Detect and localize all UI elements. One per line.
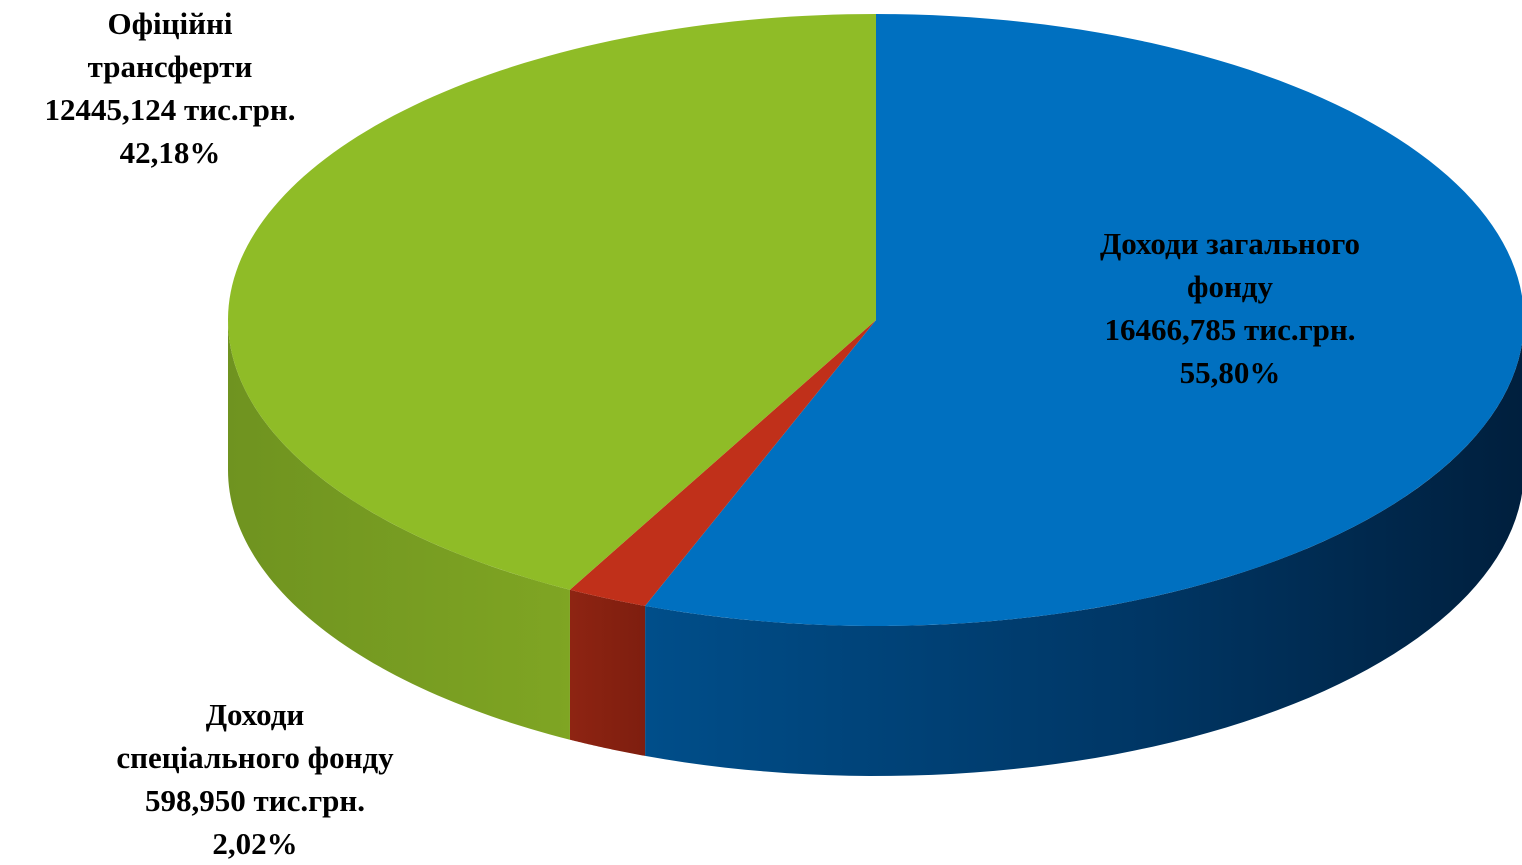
data-label-value: 598,950 тис.грн.	[144, 783, 366, 818]
data-label-line: Доходи	[205, 697, 305, 732]
data-label-line: Офіційні	[107, 6, 233, 41]
slice-special-fund	[569, 320, 876, 606]
data-label-percent: 55,80%	[1179, 355, 1281, 390]
data-label-percent: 2,02%	[212, 826, 298, 861]
slice-general-fund-side	[645, 343, 1522, 776]
data-label-value: 12445,124 тис.грн.	[44, 92, 296, 127]
slice-official-transfers	[228, 14, 876, 590]
slice-official-transfers-side	[228, 320, 570, 740]
data-label-percent: 42,18%	[119, 135, 221, 170]
data-label-general-fund: Доходи загального фонду 16466,785 тис.гр…	[1060, 222, 1400, 394]
data-label-special-fund: Доходи спеціального фонду 598,950 тис.гр…	[40, 693, 470, 865]
slice-special-fund-side	[569, 589, 646, 756]
data-label-line: фонду	[1187, 269, 1273, 304]
data-label-line: спеціального фонду	[116, 740, 394, 775]
slice-general-fund	[645, 14, 1522, 626]
data-label-line: трансферти	[87, 49, 253, 84]
data-label-line: Доходи загального	[1099, 226, 1361, 261]
data-label-official-transfers: Офіційні трансферти 12445,124 тис.грн. 4…	[0, 2, 340, 174]
data-label-value: 16466,785 тис.грн.	[1104, 312, 1356, 347]
